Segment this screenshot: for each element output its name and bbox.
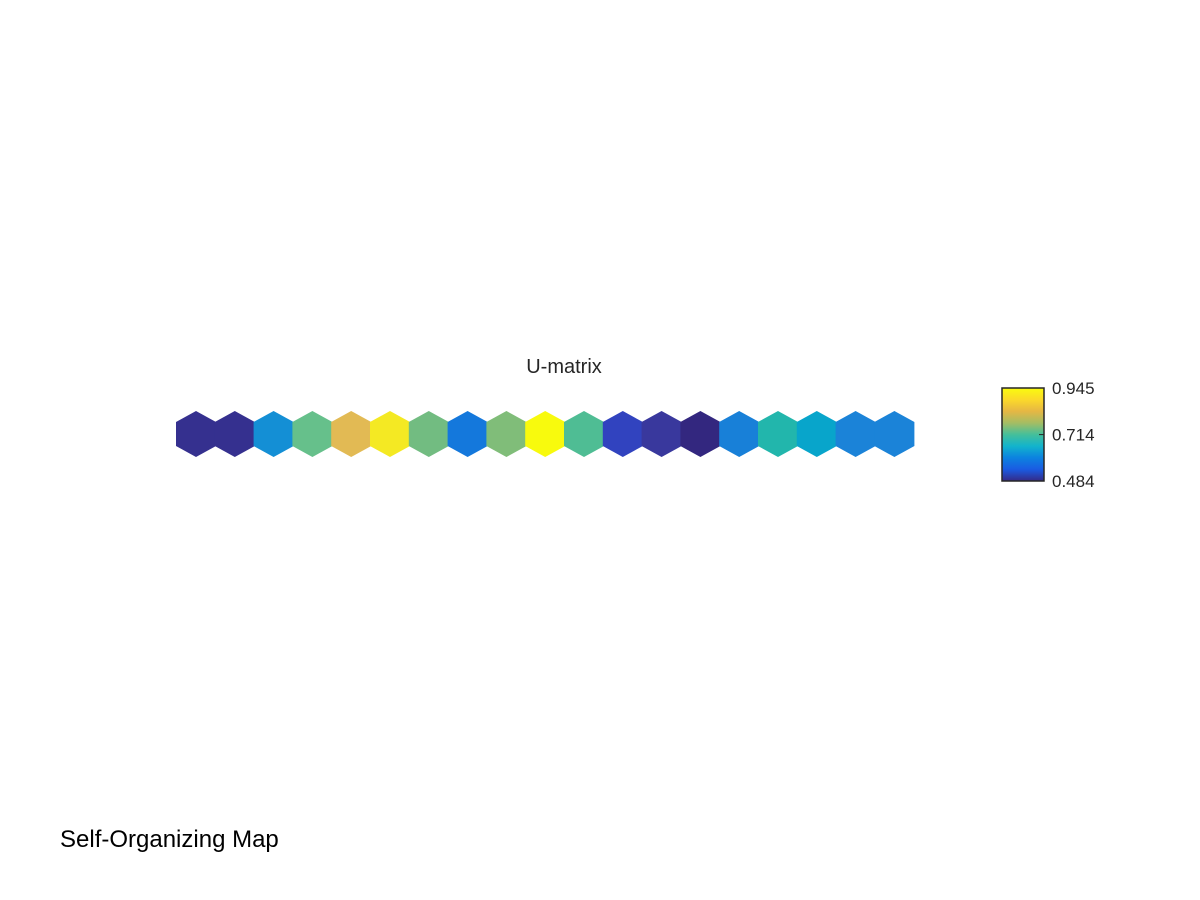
- colorbar-tick-label-2: 0.714: [1052, 426, 1095, 445]
- colorbar-ticks: 0.945 0.714 0.484: [1039, 379, 1095, 491]
- u-matrix-hexagons: [176, 411, 915, 457]
- hex-cell-8: [447, 411, 488, 457]
- hex-cell-5: [331, 411, 372, 457]
- hex-cell-6: [370, 411, 410, 457]
- chart-title: U-matrix: [526, 356, 602, 378]
- hex-cell-18: [835, 411, 876, 457]
- hex-cell-16: [758, 411, 798, 457]
- figure-caption: Self-Organizing Map: [60, 826, 279, 853]
- hex-cell-2: [214, 411, 255, 457]
- hex-cell-10: [525, 411, 566, 457]
- colorbar-tick-label-1: 0.945: [1052, 379, 1095, 398]
- hex-cell-19: [874, 411, 915, 457]
- hex-cell-1: [176, 411, 216, 457]
- hex-cell-14: [680, 411, 721, 457]
- hex-cell-3: [253, 411, 294, 457]
- hex-cell-13: [641, 411, 682, 457]
- hex-cell-9: [486, 411, 527, 457]
- colorbar: 0.945 0.714 0.484: [1001, 379, 1095, 491]
- hex-cell-15: [719, 411, 760, 457]
- colorbar-tick-label-3: 0.484: [1052, 472, 1095, 491]
- hex-cell-17: [796, 411, 837, 457]
- hex-cell-11: [564, 411, 604, 457]
- hex-cell-7: [408, 411, 449, 457]
- hex-cell-12: [602, 411, 643, 457]
- hex-cell-4: [292, 411, 333, 457]
- colorbar-gradient: [1001, 387, 1045, 482]
